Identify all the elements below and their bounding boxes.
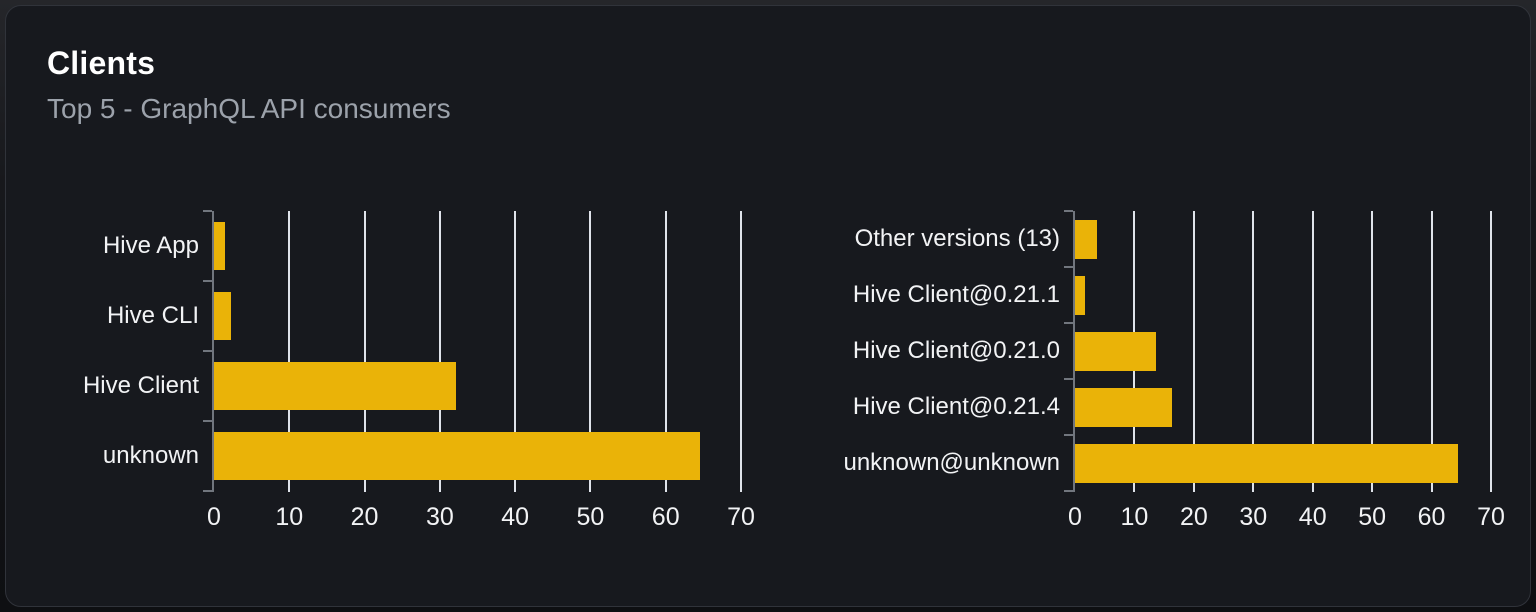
y-axis-tick [203, 420, 212, 422]
bar-unknown[interactable] [214, 432, 700, 480]
bar-other-versions-13[interactable] [1075, 220, 1097, 259]
gridline [589, 211, 592, 492]
bar-hive-client-0-21-1[interactable] [1075, 276, 1085, 315]
gridline [1192, 211, 1195, 492]
category-label-unknown: unknown [102, 442, 199, 469]
x-axis-tick-label: 70 [727, 503, 755, 531]
bar-hive-cli[interactable] [214, 292, 231, 340]
y-axis-tick [203, 490, 212, 492]
page-subtitle: Top 5 - GraphQL API consumers [47, 93, 451, 124]
category-label-hive-cli: Hive CLI [106, 302, 199, 329]
category-label-hive-client-0-21-4: Hive Client@0.21.4 [852, 393, 1060, 420]
x-axis-tick-label: 50 [576, 503, 605, 531]
y-axis-tick [1064, 266, 1073, 268]
x-axis-tick-label: 40 [1298, 503, 1327, 531]
y-axis-line [212, 211, 214, 492]
gridline [1311, 211, 1314, 492]
gridline [664, 211, 667, 492]
x-axis-tick-label: 0 [1068, 503, 1082, 531]
y-axis-tick [1064, 322, 1073, 324]
category-label-hive-client-0-21-0: Hive Client@0.21.0 [852, 337, 1060, 364]
y-axis-tick [1064, 210, 1073, 212]
gridline [1490, 211, 1492, 492]
y-axis-tick [1064, 378, 1073, 380]
bar-hive-client-0-21-0[interactable] [1075, 332, 1156, 371]
y-axis-tick [1064, 434, 1073, 436]
x-axis-tick-label: 70 [1477, 503, 1505, 531]
bar-hive-client[interactable] [214, 362, 456, 410]
x-axis-tick-label: 50 [1358, 503, 1387, 531]
x-axis-tick-label: 30 [425, 503, 454, 531]
x-axis-tick-label: 20 [350, 503, 379, 531]
x-axis-tick-label: 60 [651, 503, 680, 531]
x-axis-tick-label: 0 [207, 503, 221, 531]
x-axis-tick-label: 10 [1120, 503, 1149, 531]
category-label-hive-client-0-21-1: Hive Client@0.21.1 [852, 281, 1060, 308]
y-axis-tick [203, 210, 212, 212]
x-axis-tick-label: 60 [1417, 503, 1446, 531]
y-axis-tick [203, 350, 212, 352]
gridline [514, 211, 517, 492]
bar-hive-app[interactable] [214, 222, 225, 270]
y-axis-line [1073, 211, 1075, 492]
page-title: Clients [47, 45, 156, 81]
gridline [363, 211, 366, 492]
gridline [288, 211, 291, 492]
x-axis-tick-label: 20 [1179, 503, 1208, 531]
x-axis-tick-label: 10 [275, 503, 304, 531]
bar-unknown-unknown[interactable] [1075, 444, 1458, 483]
category-label-hive-app: Hive App [102, 232, 199, 259]
category-label-hive-client: Hive Client [82, 372, 199, 399]
gridline [438, 211, 441, 492]
gridline [740, 211, 742, 492]
category-label-other-versions-13: Other versions (13) [854, 225, 1060, 252]
category-label-unknown-unknown: unknown@unknown [843, 449, 1060, 476]
clients-card [5, 5, 1531, 607]
y-axis-tick [1064, 490, 1073, 492]
bar-hive-client-0-21-4[interactable] [1075, 388, 1172, 427]
x-axis-tick-label: 40 [501, 503, 530, 531]
gridline [1371, 211, 1374, 492]
y-axis-tick [203, 280, 212, 282]
gridline [1252, 211, 1255, 492]
x-axis-tick-label: 30 [1239, 503, 1268, 531]
gridline [1430, 211, 1433, 492]
